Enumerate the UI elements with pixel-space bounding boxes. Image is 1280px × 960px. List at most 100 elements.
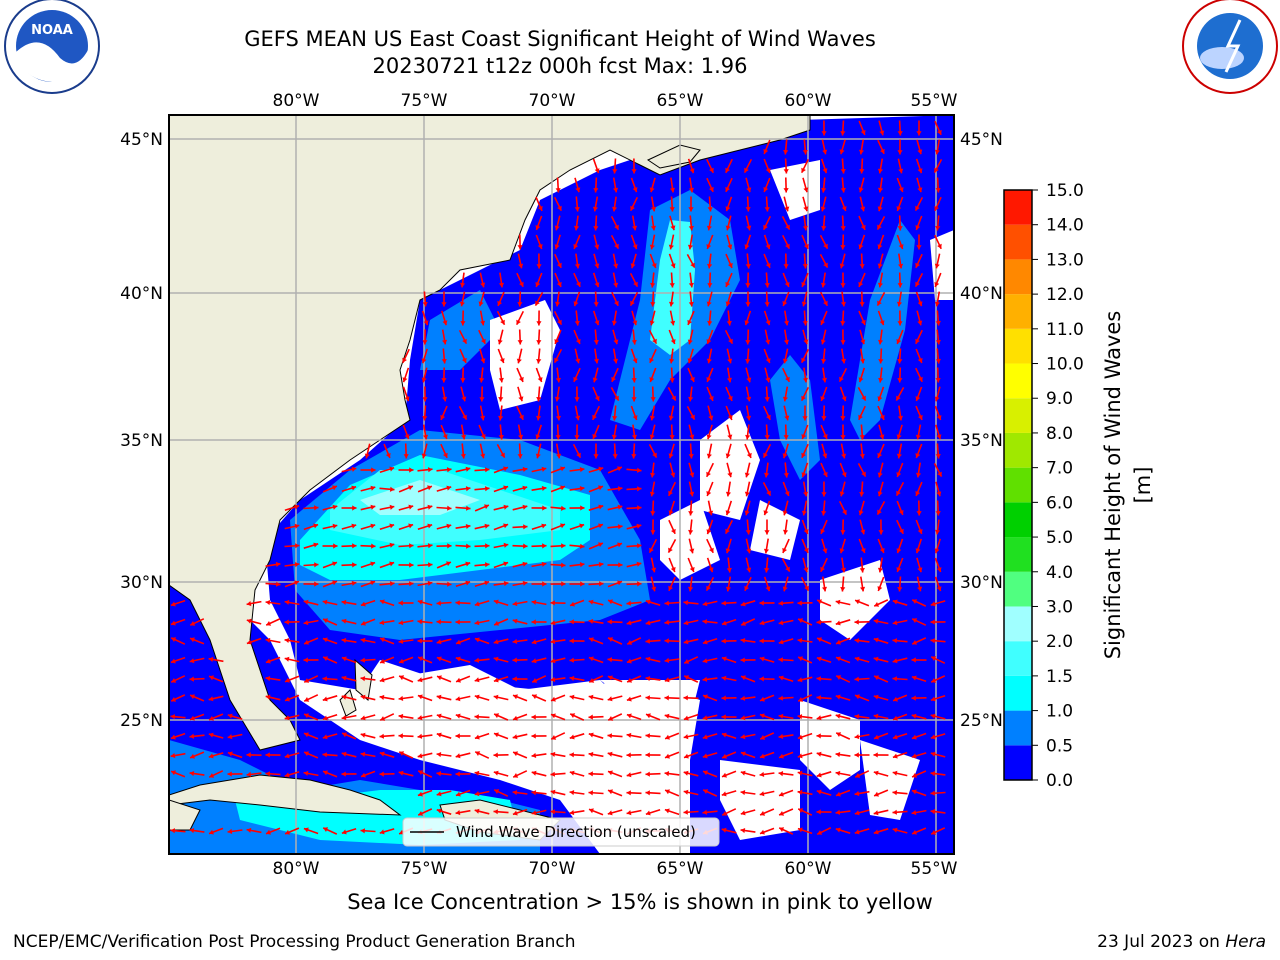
wind-arrow-head (190, 637, 195, 643)
wind-arrow-head (708, 510, 714, 516)
wind-arrow-head (689, 472, 695, 478)
wind-arrow-head (303, 620, 309, 626)
wind-arrow-head (836, 656, 841, 662)
wind-arrow-head (531, 714, 536, 720)
wind-arrow-head (650, 225, 656, 231)
lat-label: 30°N (120, 573, 163, 593)
wind-arrow-head (877, 168, 883, 174)
wind-arrow-head (360, 828, 365, 834)
wind-arrow-head (626, 790, 631, 796)
wind-arrow-head (360, 601, 366, 607)
wind-arrow-head (535, 434, 541, 440)
wind-arrow-head (912, 772, 918, 778)
wind-arrow-head (855, 773, 861, 778)
wind-arrow-head (708, 415, 714, 421)
wind-arrow-head (569, 675, 575, 681)
wind-arrow-head (479, 397, 485, 402)
wind-arrow-head (579, 523, 585, 529)
wind-arrow-head (835, 827, 841, 833)
wind-arrow-head (627, 640, 633, 645)
wind-arrow-head (797, 753, 803, 759)
wind-arrow-head (802, 225, 808, 231)
wind-arrow-head (466, 543, 471, 549)
wind-arrow-head (631, 434, 637, 440)
wind-arrow-head (854, 810, 860, 816)
wind-arrow-head (294, 562, 300, 568)
wind-arrow-head (725, 167, 730, 173)
wind-arrow-head (379, 599, 385, 605)
wind-arrow-head (703, 694, 708, 700)
wind-arrow-head (840, 187, 846, 193)
wind-arrow-head (580, 543, 585, 549)
wind-arrow-head (170, 601, 176, 607)
wind-arrow-head (389, 561, 395, 567)
wind-arrow-head (798, 656, 803, 662)
wind-arrow-head (588, 771, 593, 777)
wind-arrow-head (746, 452, 752, 458)
wind-arrow-head (859, 264, 865, 269)
wind-arrow-head (341, 618, 347, 624)
wind-arrow-head (294, 523, 300, 529)
wind-arrow-head (707, 207, 713, 212)
wind-arrow-head (323, 770, 328, 776)
wind-arrow-head (854, 734, 860, 740)
wind-arrow-head (557, 205, 562, 211)
wind-arrow-head (759, 638, 764, 644)
wind-arrow-head (371, 467, 376, 473)
wind-arrow-head (632, 415, 638, 420)
wind-arrow-head (599, 581, 604, 587)
wind-arrow-head (265, 676, 271, 682)
wind-arrow-head (859, 492, 865, 497)
wind-arrow-head (598, 485, 603, 491)
wind-arrow-head (858, 244, 864, 250)
wind-arrow-head (896, 490, 901, 496)
wind-arrow-head (645, 620, 651, 626)
wind-arrow-head (934, 167, 939, 173)
wind-arrow-head (892, 658, 898, 664)
wind-arrow-head (341, 694, 347, 700)
wind-arrow-head (518, 376, 524, 382)
wind-arrow-head (598, 562, 604, 568)
colorbar-tick-label: 15.0 (1046, 181, 1084, 201)
wind-arrow-head (702, 734, 708, 740)
wind-arrow-head (481, 338, 486, 344)
wind-arrow-head (484, 580, 490, 586)
colorbar-segment (1004, 710, 1032, 746)
wind-arrow-head (632, 358, 638, 364)
wind-arrow-head (797, 677, 803, 683)
wind-arrow-head (208, 656, 214, 662)
wind-arrow-head (841, 396, 847, 402)
wind-arrow-head (551, 735, 557, 740)
wind-arrow-head (725, 186, 730, 192)
wind-arrow-head (555, 415, 561, 421)
wind-arrow-head (614, 224, 619, 230)
wind-arrow-head (664, 619, 670, 625)
map-frame (168, 114, 955, 855)
wind-arrow-head (802, 150, 808, 155)
wind-arrow-head (422, 416, 428, 421)
wind-arrow-head (531, 733, 536, 739)
wind-arrow-head (860, 586, 866, 592)
wind-arrow-head (523, 543, 528, 549)
wind-arrow-head (594, 282, 600, 288)
wind-arrow-head (727, 262, 733, 268)
wind-arrow-head (402, 377, 408, 383)
wind-arrow-head (580, 505, 585, 511)
wind-arrow-head (389, 523, 395, 529)
wind-arrow-head (689, 168, 695, 174)
lat-label: 40°N (120, 284, 163, 304)
wind-arrow-head (930, 734, 936, 740)
wind-arrow-head (341, 715, 347, 721)
wind-arrow-head (651, 567, 657, 573)
wind-arrow-head (803, 567, 809, 573)
wind-arrow-head (759, 600, 764, 606)
wind-arrow-head (352, 543, 357, 549)
lon-label: 80°W (273, 859, 320, 879)
noaa-logo-text: NOAA (31, 23, 73, 38)
wind-arrow-head (861, 471, 866, 477)
wind-arrow-head (537, 377, 543, 382)
wind-arrow-head (360, 676, 366, 682)
wind-arrow-head (936, 434, 942, 440)
wind-arrow-head (930, 601, 936, 607)
wind-arrow-head (398, 713, 404, 719)
